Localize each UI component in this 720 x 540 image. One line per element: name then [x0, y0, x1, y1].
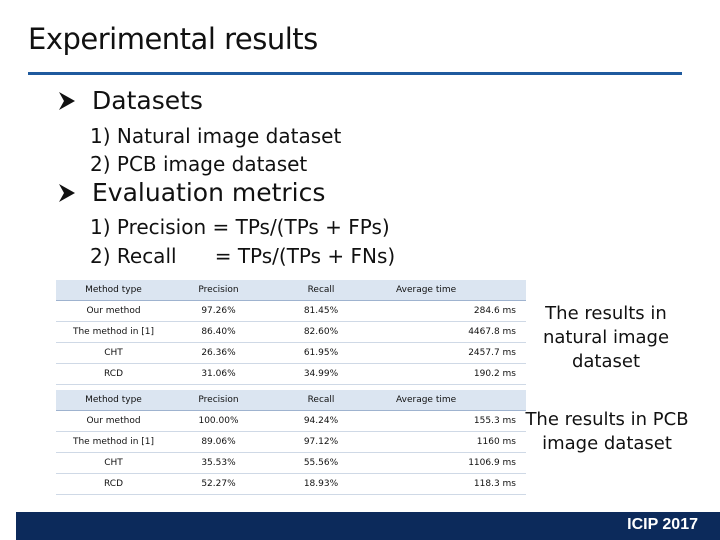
caption-line: The results in PCB — [525, 409, 689, 430]
dataset-item: 1) Natural image dataset — [90, 124, 342, 148]
cell: 86.40% — [171, 321, 266, 343]
cell: 52.27% — [171, 473, 266, 495]
cell: 26.36% — [171, 342, 266, 364]
cell: Our method — [56, 410, 171, 432]
cell: 82.60% — [266, 321, 376, 343]
cell: 190.2 ms — [376, 363, 526, 385]
header-cell: Precision — [171, 390, 266, 411]
caption-line: The results in — [545, 303, 667, 324]
bullet-datasets: Datasets — [56, 86, 203, 115]
header-cell: Recall — [266, 280, 376, 301]
table-row: Our method 97.26% 81.45% 284.6 ms — [56, 300, 526, 322]
caption-line: image dataset — [542, 433, 672, 454]
header-cell: Method type — [56, 390, 171, 411]
slide-title: Experimental results — [28, 22, 318, 56]
dataset-item: 2) PCB image dataset — [90, 152, 308, 176]
caption-line: dataset — [571, 351, 641, 372]
cell: 89.06% — [171, 431, 266, 453]
metric-item: 2) Recall = TPs/(TPs + FNs) — [90, 244, 396, 268]
cell: 1160 ms — [376, 431, 526, 453]
table-row: The method in [1] 89.06% 97.12% 1160 ms — [56, 431, 526, 453]
conference-label: ICIP 2017 — [627, 516, 698, 533]
cell: 18.93% — [266, 473, 376, 495]
bullet-metrics: Evaluation metrics — [56, 178, 325, 207]
table-row: Our method 100.00% 94.24% 155.3 ms — [56, 410, 526, 432]
table-row: RCD 52.27% 18.93% 118.3 ms — [56, 473, 526, 495]
cell: CHT — [56, 342, 171, 364]
cell: 94.24% — [266, 410, 376, 432]
cell: 2457.7 ms — [376, 342, 526, 364]
bullet-label: Datasets — [92, 86, 203, 115]
table-row: RCD 31.06% 34.99% 190.2 ms — [56, 363, 526, 385]
caption-line: natural image — [542, 327, 670, 348]
arrow-bullet-icon — [59, 91, 75, 110]
cell: 34.99% — [266, 363, 376, 385]
pcb-results-table: Method type Precision Recall Average tim… — [56, 390, 526, 495]
natural-results-table: Method type Precision Recall Average tim… — [56, 280, 526, 385]
footer-bar: ICIP 2017 — [16, 512, 720, 540]
header-cell: Average time — [376, 390, 526, 411]
cell: RCD — [56, 363, 171, 385]
arrow-bullet-icon — [59, 183, 75, 202]
cell: 155.3 ms — [376, 410, 526, 432]
cell: 97.12% — [266, 431, 376, 453]
table-header-row: Method type Precision Recall Average tim… — [56, 280, 526, 301]
table-row: CHT 35.53% 55.56% 1106.9 ms — [56, 452, 526, 474]
cell: 35.53% — [171, 452, 266, 474]
table-row: CHT 26.36% 61.95% 2457.7 ms — [56, 342, 526, 364]
cell: Our method — [56, 300, 171, 322]
header-cell: Average time — [376, 280, 526, 301]
cell: CHT — [56, 452, 171, 474]
cell: 61.95% — [266, 342, 376, 364]
cell: 81.45% — [266, 300, 376, 322]
cell: 4467.8 ms — [376, 321, 526, 343]
cell: The method in [1] — [56, 431, 171, 453]
natural-results-caption: The results in natural image dataset — [528, 302, 684, 374]
cell: 284.6 ms — [376, 300, 526, 322]
table-row: The method in [1] 86.40% 82.60% 4467.8 m… — [56, 321, 526, 343]
title-rule — [28, 72, 682, 75]
header-cell: Precision — [171, 280, 266, 301]
cell: 118.3 ms — [376, 473, 526, 495]
cell: 1106.9 ms — [376, 452, 526, 474]
header-cell: Recall — [266, 390, 376, 411]
cell: 100.00% — [171, 410, 266, 432]
pcb-results-caption: The results in PCB image dataset — [512, 408, 702, 456]
metric-item: 1) Precision = TPs/(TPs + FPs) — [90, 215, 390, 239]
cell: 31.06% — [171, 363, 266, 385]
cell: 55.56% — [266, 452, 376, 474]
header-cell: Method type — [56, 280, 171, 301]
table-header-row: Method type Precision Recall Average tim… — [56, 390, 526, 411]
cell: RCD — [56, 473, 171, 495]
cell: 97.26% — [171, 300, 266, 322]
bullet-label: Evaluation metrics — [92, 178, 326, 207]
cell: The method in [1] — [56, 321, 171, 343]
